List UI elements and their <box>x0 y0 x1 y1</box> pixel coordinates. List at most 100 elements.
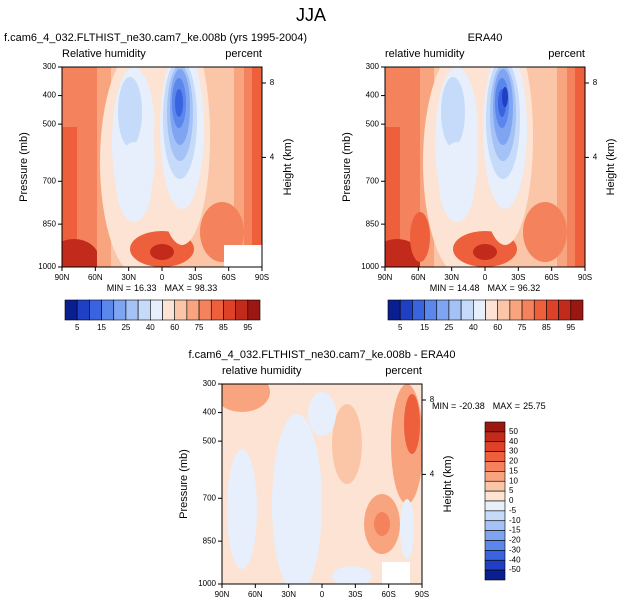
colorbar-box <box>186 299 200 321</box>
colorbar-label: 40 <box>509 437 518 446</box>
colorbar-label: 25 <box>444 323 453 332</box>
stats-max: 96.32 <box>518 283 541 293</box>
y2-axis-label: Height (km) <box>282 139 294 196</box>
y-tick-label: 1000 <box>361 262 379 271</box>
contour-fill <box>62 239 99 267</box>
y-tick-label: 400 <box>366 91 380 100</box>
y2-tick-label: 8 <box>430 395 435 404</box>
colorbar-label: 5 <box>75 323 80 332</box>
panel-title: f.cam6_4_032.FLTHIST_ne30.cam7_ke.008b -… <box>188 349 455 361</box>
colorbar-label: 20 <box>509 457 518 466</box>
colorbar-box <box>89 299 102 321</box>
colorbar-label: 0 <box>509 496 514 505</box>
contour-fill <box>473 244 497 260</box>
colorbar-box <box>484 530 506 541</box>
colorbar-label: 50 <box>509 427 518 436</box>
x-tick-label: 90S <box>415 590 429 599</box>
x-tick-label: 60N <box>411 273 426 282</box>
x-tick-label: 90N <box>215 590 230 599</box>
x-tick-label: 0 <box>320 590 325 599</box>
contour-fill <box>308 392 336 436</box>
figure-title: JJA <box>296 5 326 25</box>
colorbar-box <box>247 299 261 321</box>
x-tick-label: 60N <box>88 273 103 282</box>
x-tick-label: 30S <box>348 590 362 599</box>
y-tick-label: 850 <box>366 219 380 228</box>
x-tick-label: 90S <box>255 273 269 282</box>
contour-fill <box>400 499 414 559</box>
colorbar-box <box>125 299 139 321</box>
panel: f.cam6_4_032.FLTHIST_ne30.cam7_ke.008b -… <box>178 349 546 599</box>
colorbar-box <box>174 299 188 321</box>
colorbar-label: 85 <box>542 323 551 332</box>
x-tick-label: 30N <box>444 273 459 282</box>
x-tick-label: 0 <box>483 273 488 282</box>
colorbar-box <box>460 299 474 321</box>
contour-fill <box>227 449 257 569</box>
contour-fill <box>116 142 152 222</box>
colorbar-box <box>101 299 115 321</box>
colorbar-box <box>484 431 506 443</box>
colorbar-box <box>137 299 151 321</box>
stats-max-label: MAX = <box>165 283 192 293</box>
contour-fill <box>439 142 475 222</box>
contour-fill <box>118 77 142 147</box>
stats-max: 25.75 <box>523 401 546 411</box>
contour-fill <box>252 67 262 267</box>
colorbar-box <box>484 550 506 561</box>
y2-tick-label: 4 <box>593 153 598 162</box>
x-tick-label: 60S <box>382 590 396 599</box>
y-tick-label: 500 <box>366 119 380 128</box>
left-label: relative humidity <box>385 48 465 60</box>
colorbar-box <box>424 299 438 321</box>
y-tick-label: 400 <box>203 408 217 417</box>
contour-fill <box>62 127 77 267</box>
colorbar-box <box>210 299 224 321</box>
x-tick-label: 30S <box>511 273 525 282</box>
x-tick-label: 30S <box>188 273 202 282</box>
colorbar-label: 10 <box>509 476 518 485</box>
colorbar-box <box>484 569 506 581</box>
colorbar-box <box>223 299 236 321</box>
colorbar-box <box>558 299 572 321</box>
stats-min-label: MIN = <box>432 401 456 411</box>
contour-field <box>222 384 422 584</box>
colorbar-box <box>484 441 506 452</box>
y-tick-label: 300 <box>203 379 217 388</box>
contour-fill <box>441 77 465 147</box>
colorbar-box <box>484 520 506 531</box>
colorbar-label: 25 <box>121 323 130 332</box>
colorbar-label: 5 <box>509 486 514 495</box>
colorbar-box <box>76 299 90 321</box>
contour-fill <box>385 127 400 267</box>
colorbar-box <box>473 299 486 321</box>
y2-axis-label: Height (km) <box>442 456 454 513</box>
contour-fill <box>332 566 372 584</box>
contour-fill <box>272 414 322 584</box>
panel: f.cam6_4_032.FLTHIST_ne30.cam7_ke.008b (… <box>4 32 307 332</box>
y-tick-label: 850 <box>203 536 217 545</box>
stats-min-label: MIN = <box>107 283 131 293</box>
colorbar-label: -20 <box>509 536 521 545</box>
y2-tick-label: 8 <box>593 78 598 87</box>
contour-field <box>385 67 585 267</box>
x-tick-label: 0 <box>160 273 165 282</box>
stats: MIN = -20.38 MAX = 25.75 <box>432 401 546 411</box>
colorbar-box <box>436 299 450 321</box>
colorbar-label: 15 <box>509 466 518 475</box>
contour-fill <box>575 67 585 267</box>
colorbar-box <box>497 299 511 321</box>
y-axis-label: Pressure (mb) <box>341 132 353 202</box>
colorbar-label: 60 <box>170 323 179 332</box>
colorbar-box <box>399 299 413 321</box>
right-label: percent <box>225 48 262 60</box>
colorbar-label: 15 <box>97 323 106 332</box>
colorbar-label: -15 <box>509 526 521 535</box>
contour-fill <box>382 562 410 584</box>
stats-max-label: MAX = <box>493 401 520 411</box>
colorbar-label: 95 <box>566 323 575 332</box>
colorbar-box <box>64 299 78 321</box>
colorbar-label: 5 <box>398 323 403 332</box>
